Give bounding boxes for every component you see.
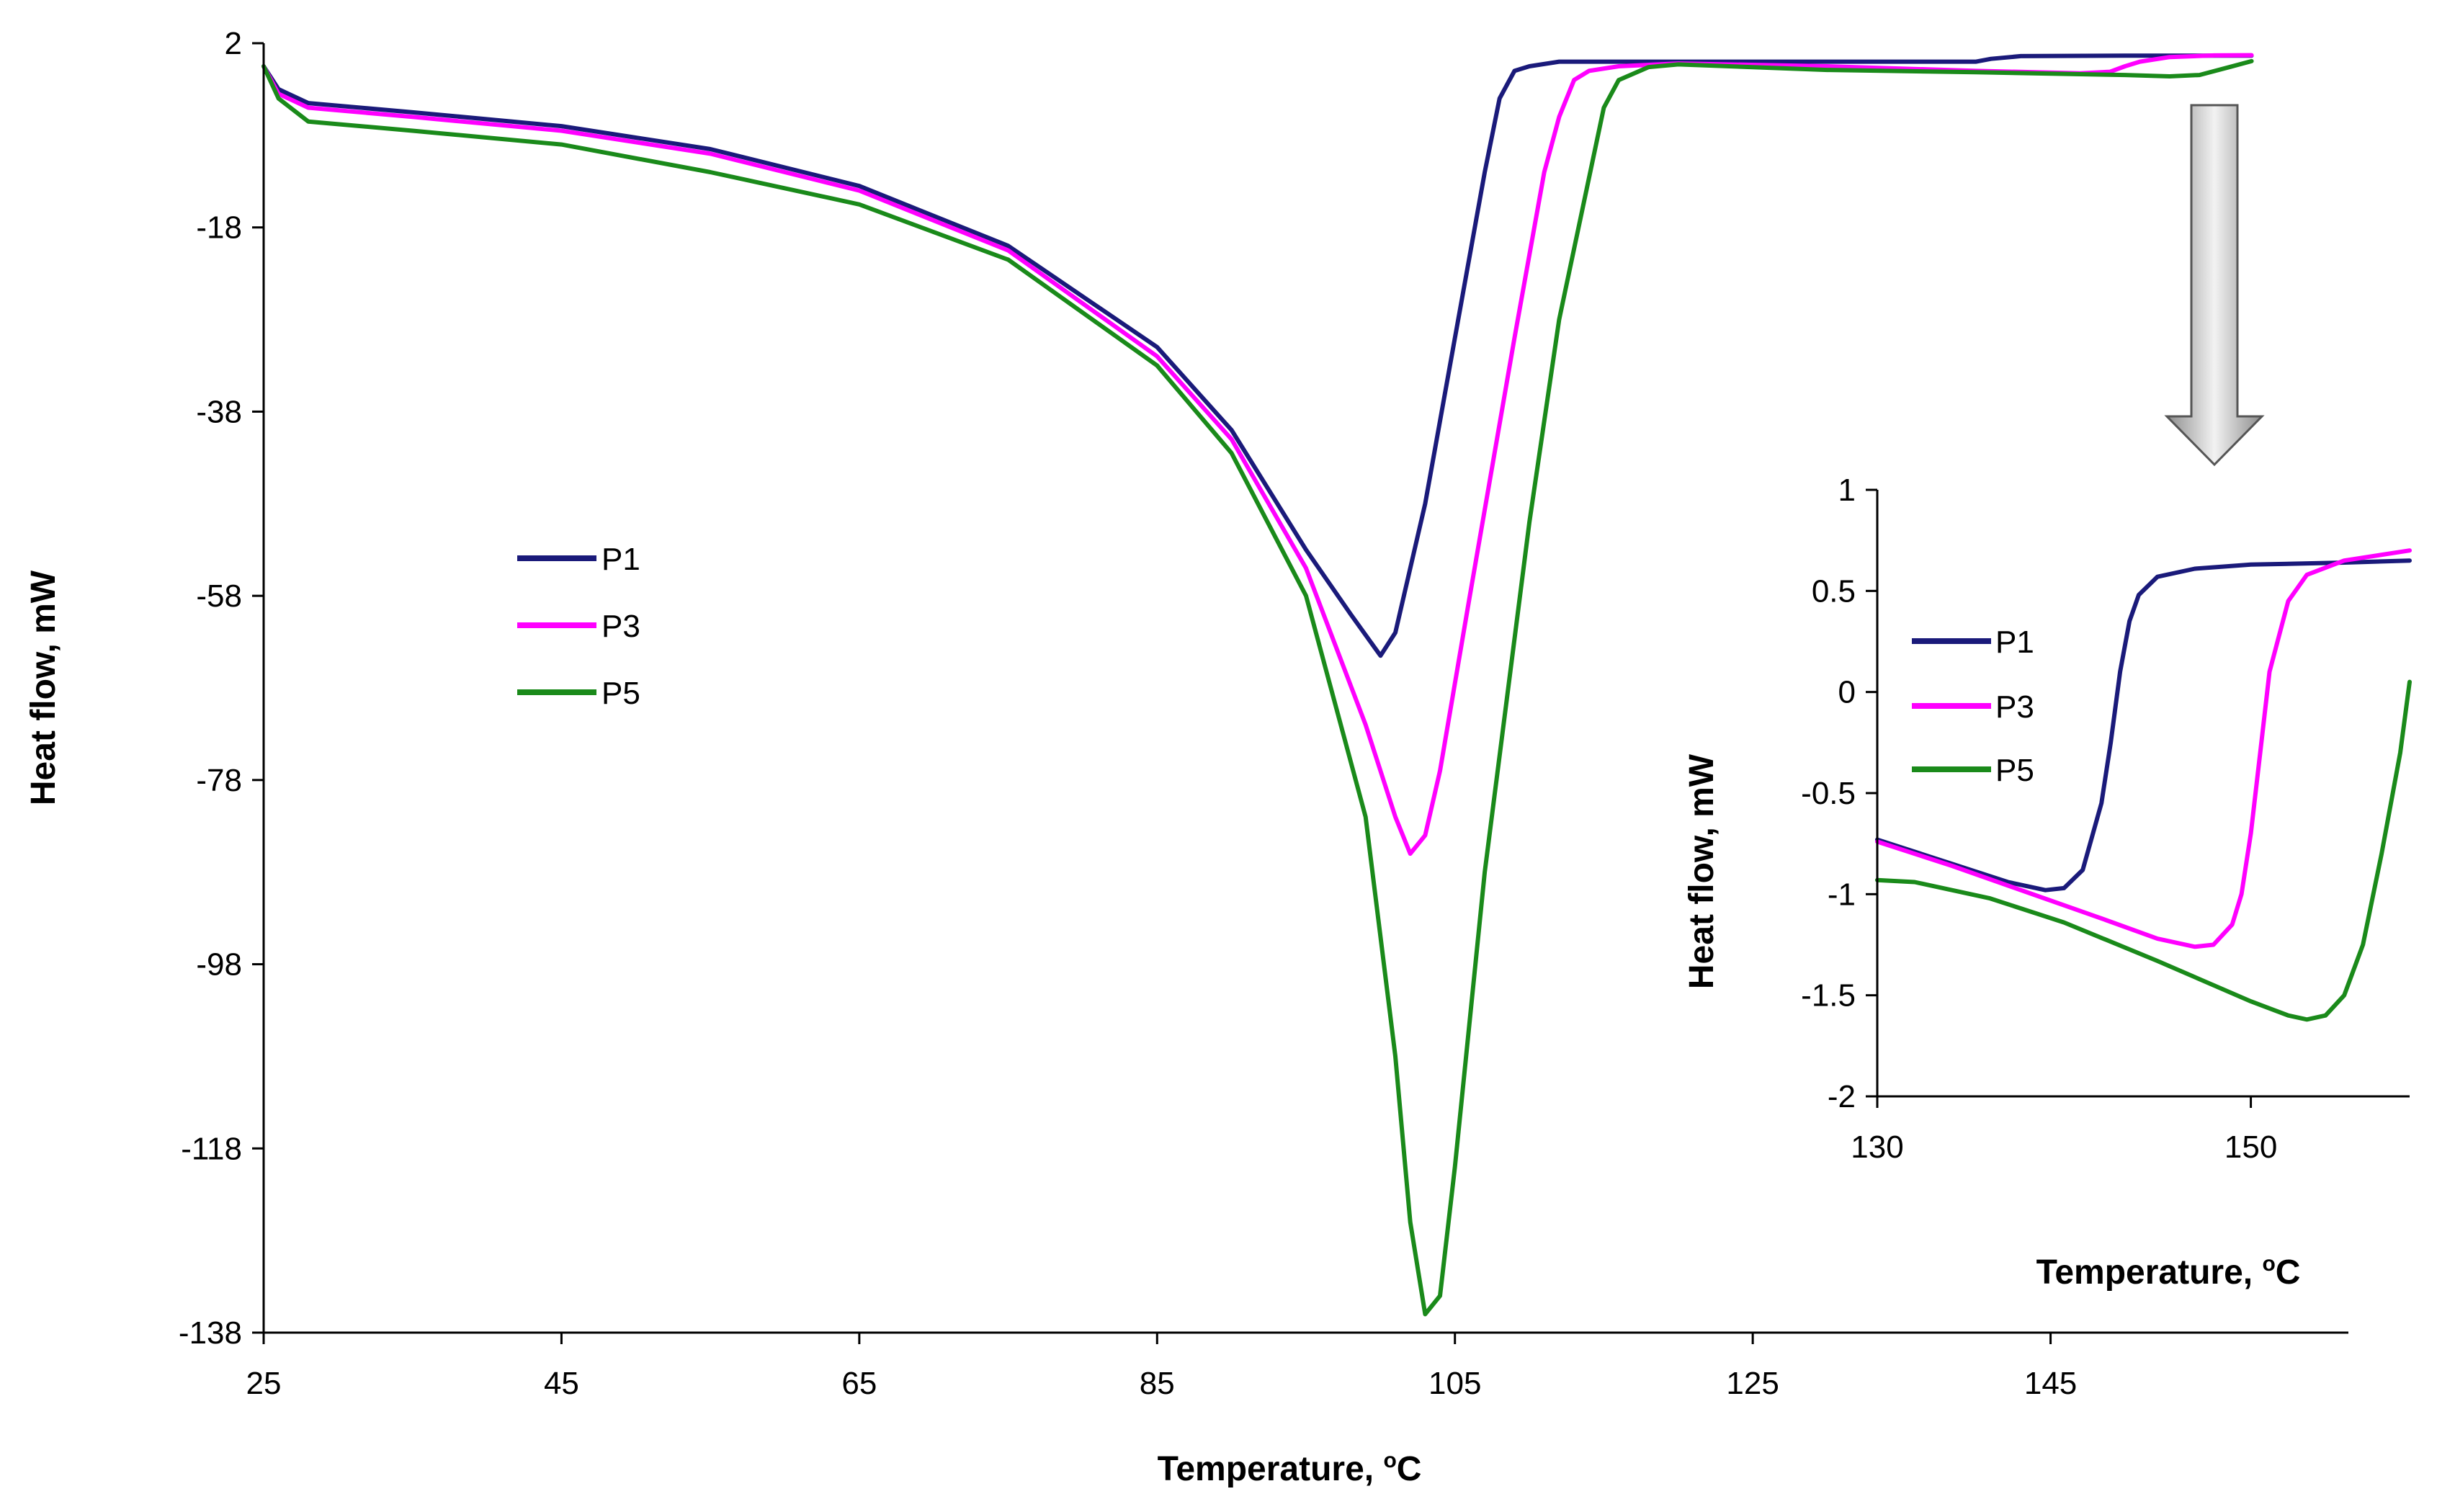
- inset-series-p5: [1875, 679, 2412, 1022]
- main-y-axis-title: Heat flow, mW: [24, 570, 63, 805]
- inset-y-tick-label: 0.5: [1812, 573, 1856, 609]
- inset-y-tick-label: 0: [1838, 675, 1856, 710]
- main-series-p5: [261, 58, 2254, 1317]
- inset-legend-label-p1: P1: [1995, 625, 2034, 660]
- inset-x-tick-label: 130: [1851, 1129, 1903, 1165]
- main-series-p1: [261, 53, 2254, 658]
- legend-label-p5: P5: [602, 676, 640, 711]
- inset-x-axis-title: Temperature, oC: [2036, 1252, 2301, 1292]
- inset-series-p1: [1875, 558, 2412, 893]
- main-y-tick-label: 2: [225, 26, 242, 61]
- main-x-tick-label: 125: [1726, 1366, 1779, 1401]
- main-y-tick-label: -38: [196, 394, 242, 429]
- main-ticks-group: 25 45 65 85 105 125 145 2 -18 -38 -58 -78 -98 -118 -13…: [179, 26, 2077, 1401]
- main-x-tick-label: 105: [1428, 1366, 1481, 1401]
- inset-y-tick-label: 1: [1838, 473, 1856, 508]
- legend-label-p1: P1: [602, 542, 640, 577]
- inset-y-tick-label: -2: [1828, 1079, 1856, 1114]
- inset-y-tick-label: -0.5: [1801, 776, 1856, 811]
- main-y-tick-label: -138: [179, 1315, 242, 1351]
- main-x-tick-label: 85: [1140, 1366, 1175, 1401]
- zoom-arrow-icon: [2164, 104, 2265, 467]
- inset-y-tick-label: -1: [1828, 877, 1856, 912]
- inset-y-tick-label: -1.5: [1801, 978, 1856, 1014]
- main-y-tick-label: -18: [196, 210, 242, 246]
- inset-series-group: [1875, 548, 2412, 1022]
- inset-legend-label-p3: P3: [1995, 689, 2034, 725]
- main-y-tick-label: -78: [196, 763, 242, 798]
- inset-ticks-group: 130 150 1 0.5 0 -0.5 -1 -1.5 -2: [1801, 473, 2277, 1165]
- main-legend: P1 P3 P5: [517, 542, 640, 711]
- inset-legend-label-p5: P5: [1995, 753, 2034, 788]
- legend-label-p3: P3: [602, 609, 640, 644]
- main-x-tick-label: 25: [246, 1366, 282, 1401]
- inset-series-p3: [1875, 548, 2412, 949]
- main-series-p3: [261, 53, 2254, 856]
- main-x-axis-title: Temperature, oC: [1158, 1449, 1422, 1488]
- inset-x-tick-label: 150: [2224, 1129, 2277, 1165]
- inset-y-axis-title: Heat flow, mW: [1683, 753, 1721, 989]
- main-series-group: [261, 53, 2254, 1317]
- main-x-tick-label: 65: [841, 1366, 877, 1401]
- main-chart: 25 45 65 85 105 125 145 2 -18 -38 -58 -78 -98 -118 -13…: [24, 26, 2348, 1488]
- main-y-tick-label: -118: [181, 1131, 242, 1166]
- main-y-tick-label: -58: [196, 578, 242, 614]
- main-y-tick-label: -98: [196, 947, 242, 983]
- inset-legend: P1 P3 P5: [1912, 625, 2034, 788]
- main-x-tick-label: 145: [2024, 1366, 2077, 1401]
- main-x-tick-label: 45: [544, 1366, 579, 1401]
